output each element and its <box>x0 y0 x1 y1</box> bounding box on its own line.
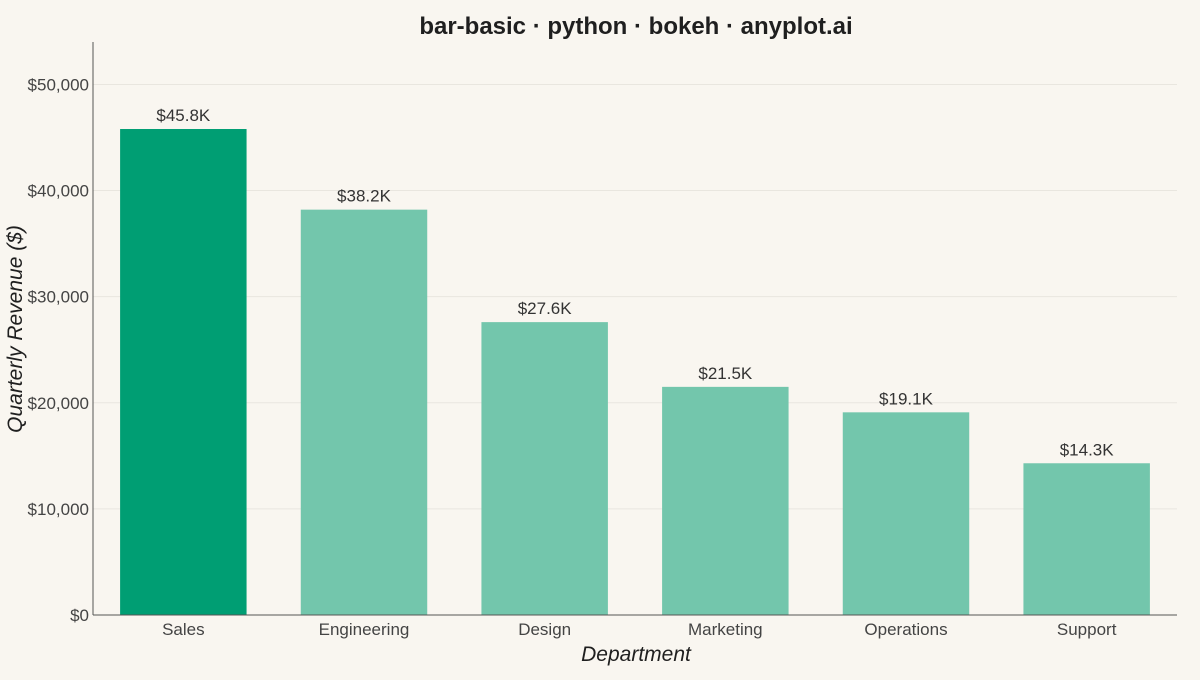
y-tick-label: $30,000 <box>28 288 89 307</box>
bar-value-label: $45.8K <box>156 106 211 125</box>
x-tick-label: Engineering <box>319 620 410 639</box>
bar <box>481 322 608 615</box>
axes <box>92 42 1177 616</box>
x-axis-title: Department <box>581 643 692 666</box>
bars <box>120 129 1150 615</box>
y-tick-label: $20,000 <box>28 394 89 413</box>
x-tick-label: Sales <box>162 620 205 639</box>
y-tick-label: $40,000 <box>28 182 89 201</box>
bar-value-label: $38.2K <box>337 187 392 206</box>
bar <box>300 209 428 615</box>
x-tick-label: Operations <box>864 620 947 639</box>
y-tick-label: $0 <box>70 606 89 625</box>
bar-value-label: $21.5K <box>698 364 753 383</box>
bar-value-label: $27.6K <box>518 299 573 318</box>
value-labels: $45.8K $38.2K $27.6K $21.5K $19.1K $14.3K <box>156 106 1114 459</box>
bar-value-label: $14.3K <box>1060 440 1115 459</box>
bar <box>662 386 789 615</box>
y-tick-label: $10,000 <box>28 500 89 519</box>
x-tick-label: Design <box>518 620 571 639</box>
bar <box>1023 463 1150 615</box>
gridlines <box>93 83 1177 510</box>
bar <box>842 412 970 615</box>
y-axis-title: Quarterly Revenue ($) <box>4 225 27 433</box>
bar-value-label: $19.1K <box>879 389 934 408</box>
bar <box>120 129 247 615</box>
y-tick-labels: $0 $10,000 $20,000 $30,000 $40,000 $50,000 <box>28 75 89 625</box>
y-tick-label: $50,000 <box>28 75 89 94</box>
chart-title: bar-basic · python · bokeh · anyplot.ai <box>419 13 852 40</box>
x-tick-labels: Sales Engineering Design Marketing Operation… <box>162 620 1117 639</box>
x-tick-label: Support <box>1057 620 1117 639</box>
x-tick-label: Marketing <box>688 620 763 639</box>
